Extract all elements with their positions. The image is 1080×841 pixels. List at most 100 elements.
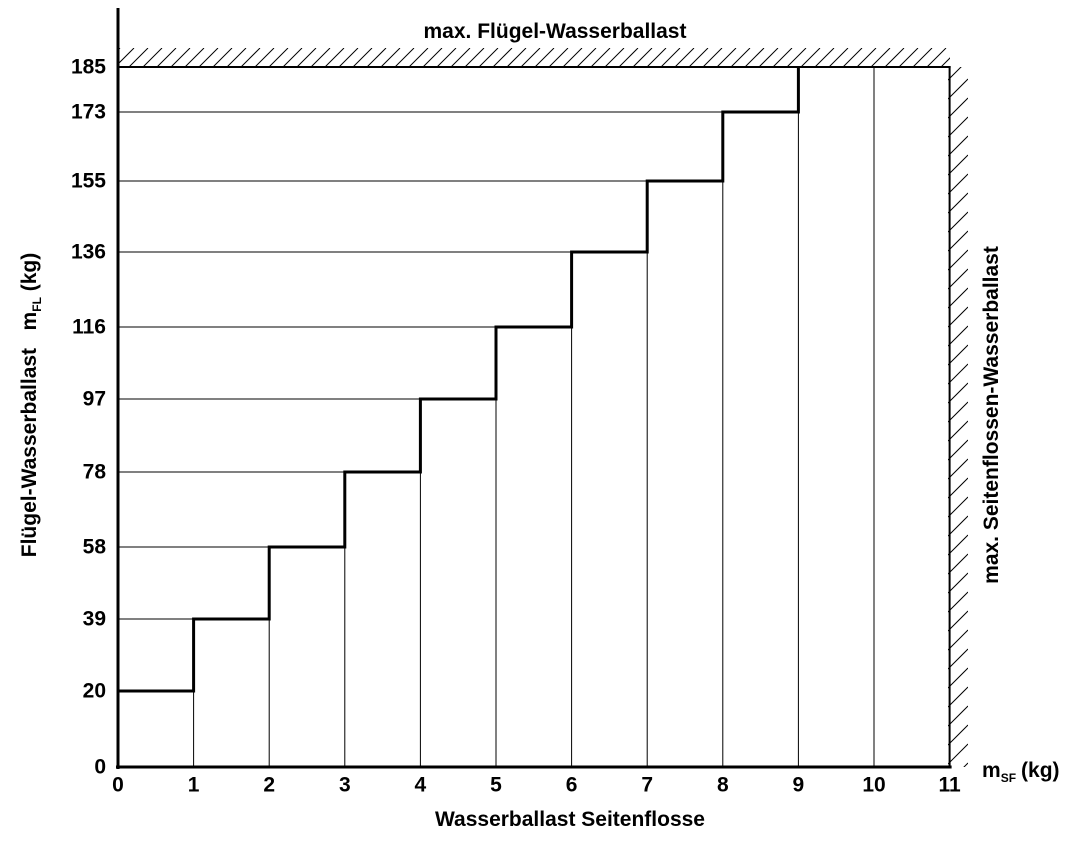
- top-limit-label: max. Flügel-Wasserballast: [424, 20, 687, 43]
- hatch-stroke: [618, 48, 639, 67]
- axes: [116, 8, 952, 769]
- hatch-stroke: [478, 48, 499, 67]
- hatch-stroke: [394, 48, 415, 67]
- hatch-stroke: [948, 401, 968, 423]
- y-axis-title: Flügel-Wasserballast mFL (kg): [18, 253, 44, 557]
- x-tick-label: 2: [263, 773, 275, 796]
- y-tick-labels: 0 20 39 58 78 97 116 136 155 173 185: [71, 56, 106, 779]
- hatch-stroke: [948, 591, 968, 613]
- x-axis-unit: mSF (kg): [982, 759, 1060, 785]
- hatch-stroke: [646, 48, 667, 67]
- y-tick-label: 78: [83, 461, 107, 484]
- hatch-stroke: [948, 553, 968, 575]
- hatch-stroke: [948, 572, 968, 594]
- hatch-stroke: [948, 249, 968, 271]
- hatch-stroke: [968, 48, 988, 68]
- hatch-stroke: [408, 48, 429, 67]
- hatch-stroke: [128, 48, 149, 67]
- x-axis-title: Wasserballast Seitenflosse: [435, 808, 705, 831]
- hatch-stroke: [184, 48, 205, 67]
- hatch-stroke: [948, 515, 968, 537]
- hatch-stroke: [940, 57, 950, 67]
- hatch-stroke: [562, 48, 583, 67]
- hatch-stroke: [254, 48, 275, 67]
- hatch-stroke: [380, 48, 401, 67]
- hatch-stroke: [948, 629, 968, 651]
- hatch-stroke: [688, 48, 709, 67]
- hatch-stroke: [948, 705, 968, 727]
- y-tick-label: 155: [71, 170, 106, 193]
- hatch-stroke: [948, 420, 968, 442]
- hatch-stroke: [632, 48, 653, 67]
- hatch-stroke: [948, 439, 968, 461]
- hatch-stroke: [576, 48, 597, 67]
- hatch-stroke: [870, 48, 891, 67]
- hatch-stroke: [948, 382, 968, 404]
- hatch-stroke: [296, 48, 317, 67]
- step-series: [118, 67, 800, 693]
- hatch-stroke: [226, 48, 247, 67]
- hatch-stroke: [324, 48, 345, 67]
- hatch-stroke: [948, 477, 968, 499]
- hatch-stroke: [156, 48, 177, 67]
- y-tick-label: 116: [72, 316, 106, 339]
- y-tick-label: 58: [83, 536, 107, 559]
- hatch-stroke: [118, 48, 135, 65]
- y-tick-label: 0: [94, 756, 106, 779]
- hatch-stroke: [352, 48, 373, 67]
- hatch-stroke: [674, 48, 695, 67]
- step-line: [118, 67, 800, 693]
- x-tick-label: 5: [490, 773, 502, 796]
- hatch-stroke: [926, 48, 947, 67]
- hatch-stroke: [948, 648, 968, 670]
- hatch-stroke: [963, 762, 968, 767]
- hatch-stroke: [758, 48, 779, 67]
- hatch-stroke: [948, 211, 968, 233]
- hatch-stroke: [948, 686, 968, 708]
- hatch-stroke: [948, 496, 968, 518]
- hatch-stroke: [948, 325, 968, 347]
- hatch-stroke: [948, 97, 968, 119]
- x-tick-labels: 0 1 2 3 4 5 6 7 8 9 10 11: [112, 773, 961, 796]
- x-tick-label: 0: [112, 773, 124, 796]
- hatch-stroke: [800, 48, 821, 67]
- x-tick-label: 10: [862, 773, 885, 796]
- hatch-stroke: [142, 48, 163, 67]
- hatch-stroke: [948, 230, 968, 252]
- hatch-stroke: [422, 48, 443, 67]
- hatch-stroke: [948, 268, 968, 290]
- hatch-stroke: [948, 192, 968, 214]
- x-tick-label: 11: [938, 773, 961, 796]
- hatch-stroke: [948, 306, 968, 328]
- hatch-stroke: [856, 48, 877, 67]
- top-hatch: [118, 48, 988, 68]
- right-hatch: [948, 67, 968, 767]
- hatch-stroke: [310, 48, 331, 67]
- x-tick-label: 4: [415, 773, 427, 796]
- hatch-stroke: [948, 610, 968, 632]
- hatch-stroke: [548, 48, 569, 67]
- hatch-stroke: [604, 48, 625, 67]
- hatch-stroke: [884, 48, 905, 67]
- y-tick-label: 20: [83, 680, 106, 703]
- hatch-stroke: [772, 48, 793, 67]
- x-tick-label: 6: [566, 773, 578, 796]
- hatch-stroke: [450, 48, 471, 67]
- hatch-stroke: [898, 48, 919, 67]
- x-tick-label: 1: [188, 773, 200, 796]
- hatch-stroke: [366, 48, 387, 67]
- hatch-stroke: [948, 667, 968, 689]
- hatch-stroke: [814, 48, 835, 67]
- y-tick-label: 136: [71, 241, 106, 264]
- x-tick-label: 9: [793, 773, 805, 796]
- y-tick-label: 39: [83, 608, 106, 631]
- hatch-stroke: [744, 48, 765, 67]
- hatch-stroke: [948, 724, 968, 746]
- y-tick-label: 97: [83, 388, 106, 411]
- hatch-stroke: [948, 287, 968, 309]
- hatch-stroke: [268, 48, 289, 67]
- hatch-stroke: [282, 48, 303, 67]
- hatch-stroke: [464, 48, 485, 67]
- hatch-stroke: [948, 173, 968, 195]
